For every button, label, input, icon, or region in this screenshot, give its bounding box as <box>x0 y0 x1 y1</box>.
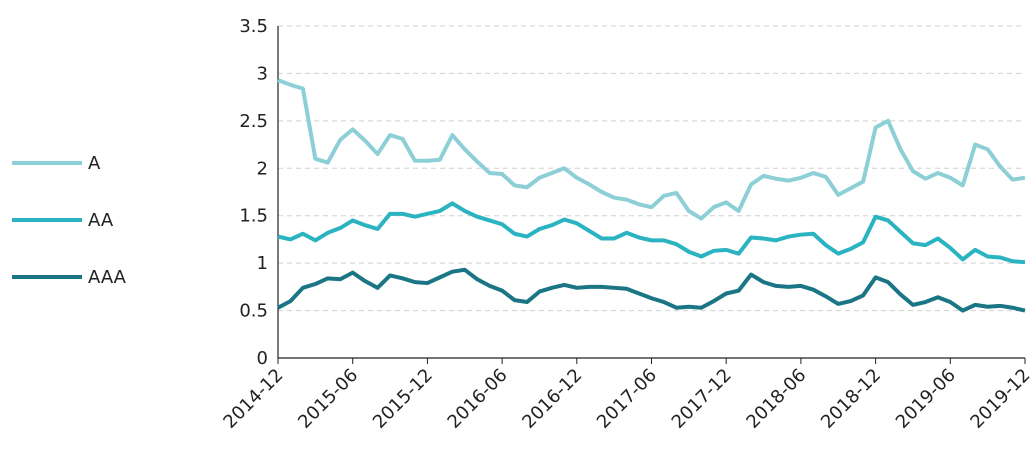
line-series <box>277 267 1026 313</box>
y-tick-label: 1.5 <box>239 206 268 227</box>
line-series <box>277 78 1026 221</box>
y-tick-label: 2.5 <box>239 111 268 132</box>
y-tick-label: 0 <box>257 348 268 369</box>
x-tick-label: 2019-12 <box>966 365 1033 433</box>
x-tick-label: 2018-12 <box>817 365 885 433</box>
legend-label: AA <box>88 210 114 231</box>
y-tick-label: 3 <box>257 63 268 84</box>
y-tick-label: 2 <box>257 158 268 179</box>
y-tick-label: 3.5 <box>239 16 268 37</box>
x-tick-label: 2017-12 <box>668 365 736 433</box>
x-tick-label: 2019-06 <box>892 365 960 433</box>
line-series <box>277 201 1026 265</box>
legend-label: AAA <box>88 267 127 288</box>
x-tick-label: 2016-12 <box>518 365 586 433</box>
legend-label: A <box>88 153 101 174</box>
x-tick-label: 2015-12 <box>369 365 437 433</box>
x-tick-label: 2017-06 <box>593 365 661 433</box>
x-tick-label: 2015-06 <box>294 365 362 433</box>
y-tick-label: 1 <box>257 253 268 274</box>
y-tick-label: 0.5 <box>239 301 268 322</box>
x-tick-label: 2014-12 <box>219 365 287 433</box>
x-tick-label: 2018-06 <box>742 365 810 433</box>
x-tick-label: 2016-06 <box>444 365 512 433</box>
